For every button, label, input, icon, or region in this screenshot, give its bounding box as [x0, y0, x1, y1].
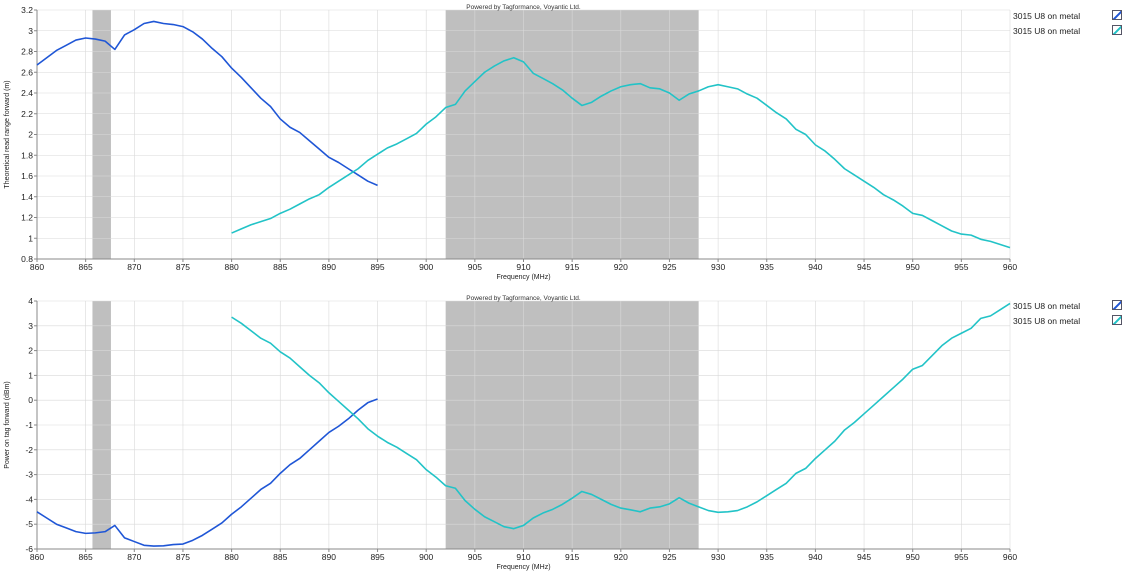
- y-tick-label: 0.8: [21, 254, 33, 264]
- y-tick-label: 0: [28, 395, 33, 405]
- legend-swatch: [1112, 10, 1122, 20]
- x-tick-label: 860: [30, 262, 44, 272]
- x-tick-label: 945: [857, 262, 871, 272]
- y-tick-label: 2.6: [21, 67, 33, 77]
- x-axis-label: Frequency (MHz): [496, 564, 550, 571]
- y-tick-label: -4: [25, 494, 33, 504]
- x-tick-label: 955: [954, 552, 968, 562]
- x-tick-label: 865: [79, 552, 93, 562]
- x-tick-label: 940: [808, 262, 822, 272]
- y-tick-label: -5: [25, 519, 33, 529]
- x-tick-label: 880: [225, 262, 239, 272]
- x-tick-label: 875: [176, 552, 190, 562]
- x-tick-label: 890: [322, 552, 336, 562]
- legend-label: 3015 U8 on metal: [1013, 11, 1081, 21]
- x-tick-label: 960: [1003, 552, 1017, 562]
- legend-item[interactable]: 3015 U8 on metal: [1012, 300, 1124, 315]
- series-line: [231, 302, 1011, 530]
- x-tick-label: 930: [711, 552, 725, 562]
- series-line: [36, 20, 378, 187]
- x-tick-label: 930: [711, 262, 725, 272]
- x-tick-label: 945: [857, 552, 871, 562]
- x-tick-label: 880: [225, 552, 239, 562]
- x-tick-label: 900: [419, 262, 433, 272]
- x-tick-label: 905: [468, 262, 482, 272]
- y-tick-label: -2: [25, 445, 33, 455]
- y-tick-label: 2.2: [21, 109, 33, 119]
- x-tick-label: 915: [565, 552, 579, 562]
- legend-item[interactable]: 3015 U8 on metal: [1012, 25, 1124, 40]
- chart-title: Powered by Tagformance, Voyantic Ltd.: [466, 295, 581, 302]
- y-tick-label: 3: [28, 26, 33, 36]
- y-axis-label: Power on tag forward (dBm): [4, 381, 11, 469]
- legend-bottom: 3015 U8 on metal 3015 U8 on metal: [1012, 300, 1124, 330]
- x-tick-label: 950: [906, 262, 920, 272]
- y-tick-label: 1.6: [21, 171, 33, 181]
- legend-item[interactable]: 3015 U8 on metal: [1012, 315, 1124, 330]
- x-tick-label: 860: [30, 552, 44, 562]
- x-tick-label: 920: [614, 262, 628, 272]
- legend-swatch: [1112, 300, 1122, 310]
- chart-panel: 860 865 870 875 880 885 890 895 900 905 910 915 920 9…: [4, 295, 1017, 571]
- legend-swatch: [1112, 25, 1122, 35]
- y-tick-label: 1: [28, 370, 33, 380]
- x-tick-label: 870: [127, 262, 141, 272]
- y-tick-label: 1.4: [21, 192, 33, 202]
- y-tick-label: 1: [28, 233, 33, 243]
- x-tick-label: 910: [516, 552, 530, 562]
- y-tick-label: 1.2: [21, 213, 33, 223]
- series-line: [231, 56, 1011, 249]
- x-tick-label: 960: [1003, 262, 1017, 272]
- x-tick-label: 900: [419, 552, 433, 562]
- x-tick-label: 955: [954, 262, 968, 272]
- y-tick-label: 2: [28, 346, 33, 356]
- y-tick-label: 3.2: [21, 5, 33, 15]
- x-tick-label: 935: [760, 262, 774, 272]
- y-tick-label: 3: [28, 321, 33, 331]
- x-axis-label: Frequency (MHz): [496, 274, 550, 281]
- x-tick-label: 905: [468, 552, 482, 562]
- y-tick-label: 2.4: [21, 88, 33, 98]
- x-tick-label: 895: [370, 552, 384, 562]
- x-tick-label: 885: [273, 552, 287, 562]
- y-tick-label: -6: [25, 544, 33, 554]
- y-tick-label: 1.8: [21, 150, 33, 160]
- legend-label: 3015 U8 on metal: [1013, 301, 1081, 311]
- x-tick-label: 885: [273, 262, 287, 272]
- legend-swatch: [1112, 315, 1122, 325]
- y-tick-label: -1: [25, 420, 33, 430]
- x-tick-label: 870: [127, 552, 141, 562]
- y-tick-label: -3: [25, 470, 33, 480]
- x-tick-label: 940: [808, 552, 822, 562]
- x-tick-label: 910: [516, 262, 530, 272]
- x-tick-label: 920: [614, 552, 628, 562]
- y-tick-label: 2: [28, 130, 33, 140]
- legend-label: 3015 U8 on metal: [1013, 26, 1081, 36]
- x-tick-label: 895: [370, 262, 384, 272]
- legend-top: 3015 U8 on metal 3015 U8 on metal: [1012, 10, 1124, 40]
- x-tick-label: 925: [662, 262, 676, 272]
- y-tick-label: 4: [28, 296, 33, 306]
- legend-label: 3015 U8 on metal: [1013, 316, 1081, 326]
- x-tick-label: 925: [662, 552, 676, 562]
- chart-panel: 860 865 870 875 880 885 890 895 900 905 910 915 920 9…: [4, 4, 1017, 281]
- legend-item[interactable]: 3015 U8 on metal: [1012, 10, 1124, 25]
- y-axis-label: Theoretical read range forward (m): [4, 80, 11, 188]
- x-tick-label: 935: [760, 552, 774, 562]
- x-tick-label: 915: [565, 262, 579, 272]
- series-line: [36, 398, 378, 547]
- x-tick-label: 890: [322, 262, 336, 272]
- y-tick-label: 2.8: [21, 47, 33, 57]
- x-tick-label: 865: [79, 262, 93, 272]
- x-tick-label: 950: [906, 552, 920, 562]
- x-tick-label: 875: [176, 262, 190, 272]
- chart-title: Powered by Tagformance, Voyantic Ltd.: [466, 4, 581, 11]
